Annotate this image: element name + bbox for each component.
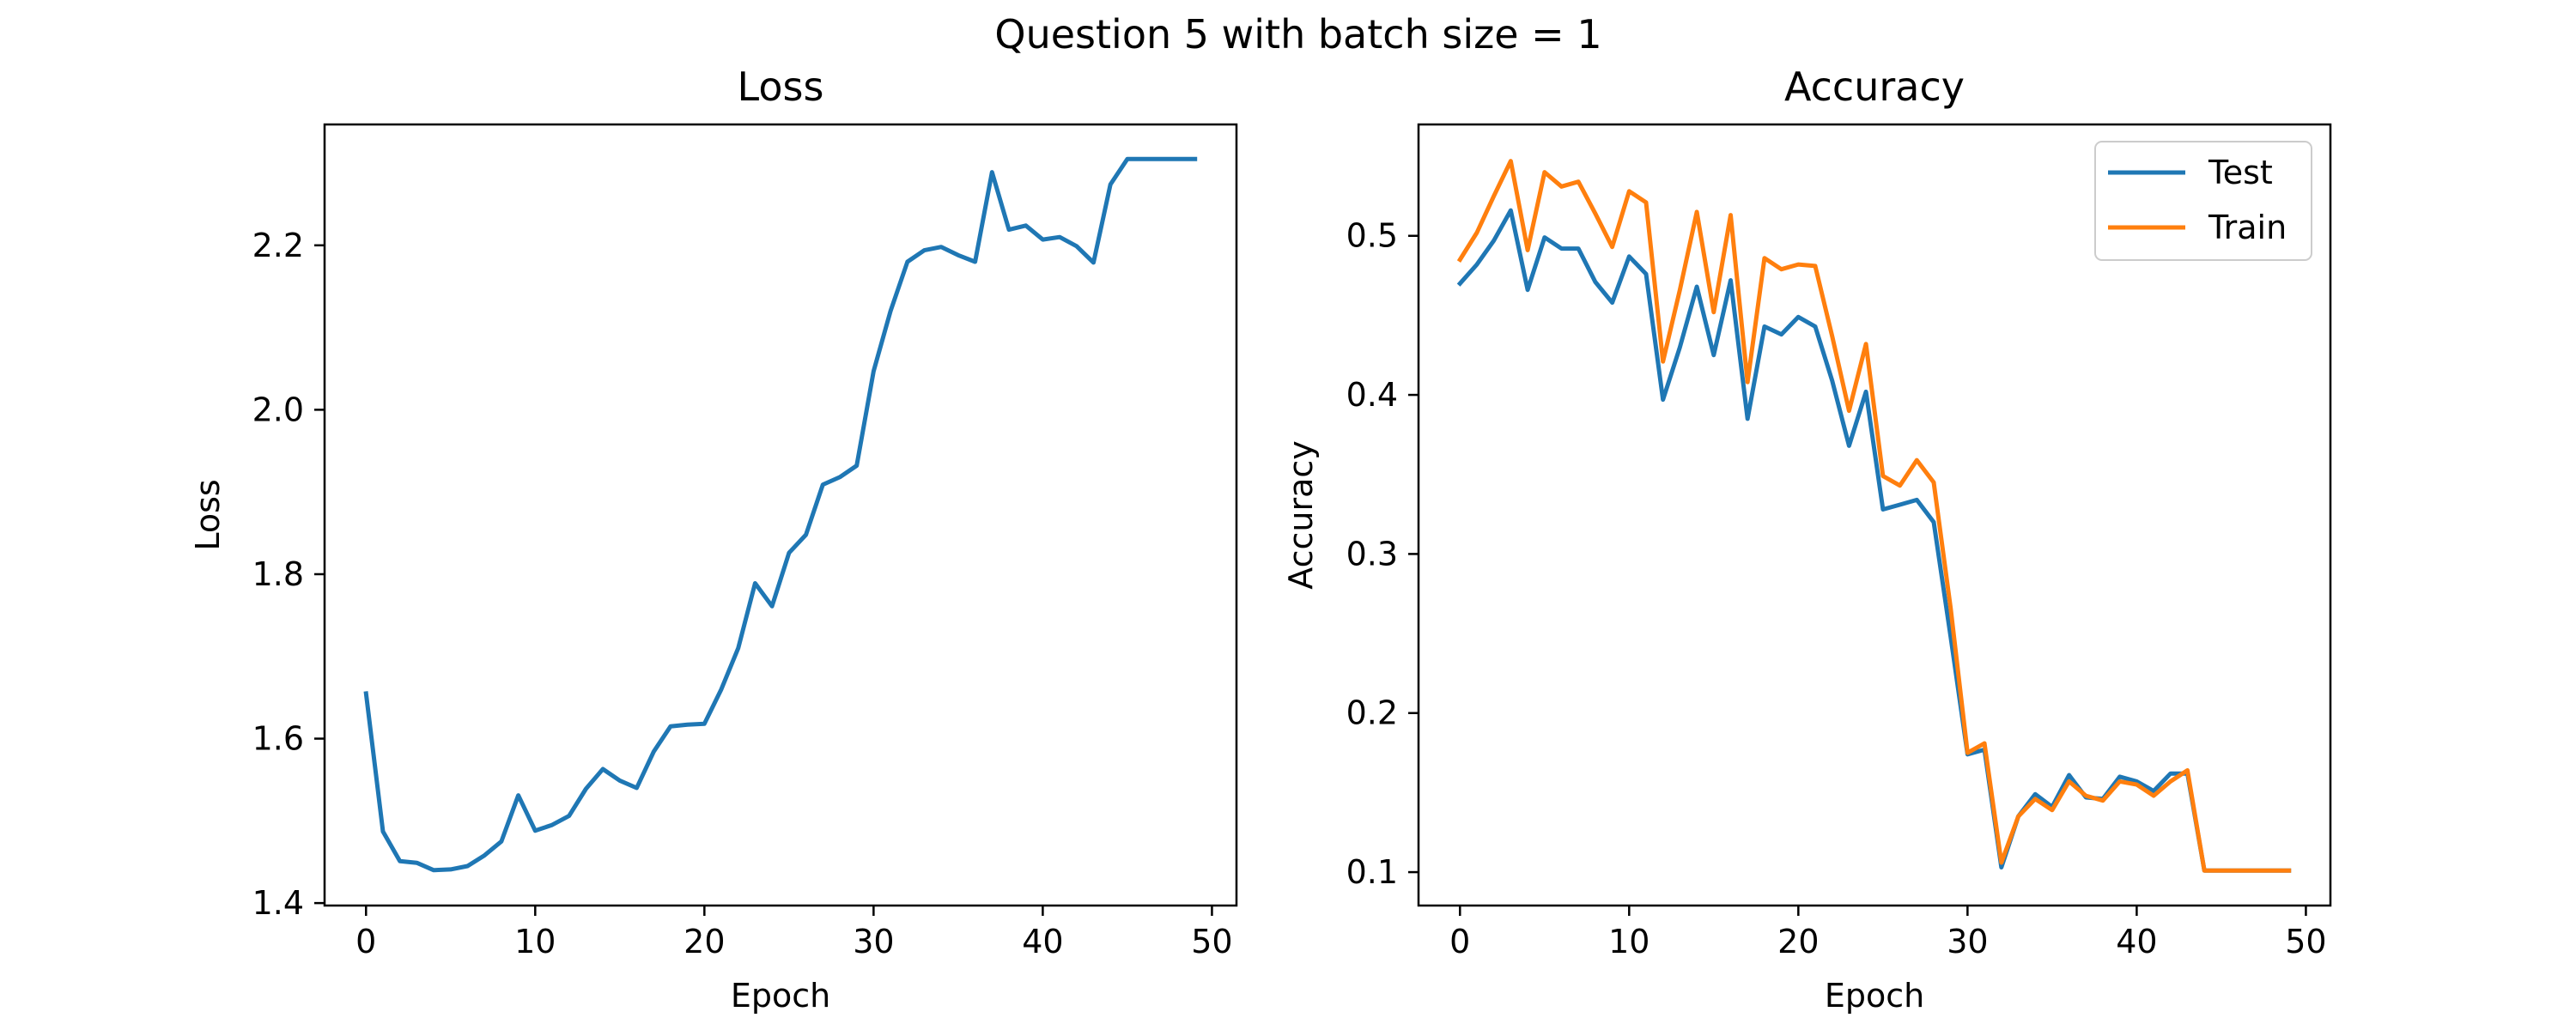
accuracy-x-axis-label: Epoch xyxy=(1825,977,1924,1015)
loss-chart-title: Loss xyxy=(738,64,824,110)
accuracy-chart-title: Accuracy xyxy=(1784,64,1965,110)
accuracy-y-ticks: 0.1 0.2 0.3 0.4 0.5 xyxy=(1346,217,1419,891)
loss-plot-frame xyxy=(323,123,1238,907)
loss-x-tick-label: 30 xyxy=(853,923,894,960)
accuracy-y-tick-label: 0.1 xyxy=(1346,853,1398,891)
loss-x-tick-label: 50 xyxy=(1191,923,1232,960)
loss-x-ticks: 0 10 20 30 40 50 xyxy=(355,906,1233,960)
accuracy-x-tick-label: 10 xyxy=(1608,923,1649,960)
legend-label-test: Test xyxy=(2208,154,2273,191)
loss-y-axis-label: Loss xyxy=(189,479,227,550)
accuracy-y-tick-label: 0.2 xyxy=(1346,694,1398,732)
accuracy-chart: Accuracy Epoch Accuracy 0 10 20 30 40 50 0.10… xyxy=(1282,64,2332,1015)
accuracy-y-tick-label: 0.4 xyxy=(1346,376,1398,414)
accuracy-x-ticks: 0 10 20 30 40 50 xyxy=(1449,906,2327,960)
accuracy-line-train xyxy=(1456,159,2292,873)
loss-x-tick-label: 0 xyxy=(355,923,376,960)
accuracy-x-tick-label: 30 xyxy=(1947,923,1988,960)
loss-x-tick-label: 20 xyxy=(683,923,725,960)
loss-x-tick-label: 40 xyxy=(1022,923,1063,960)
loss-y-tick-label: 2.2 xyxy=(252,227,304,264)
legend-label-train: Train xyxy=(2208,209,2287,246)
figure-suptitle: Question 5 with batch size = 1 xyxy=(994,11,1601,58)
loss-x-tick-label: 10 xyxy=(514,923,556,960)
accuracy-x-tick-label: 50 xyxy=(2285,923,2326,960)
loss-y-tick-label: 1.4 xyxy=(252,884,304,922)
loss-line xyxy=(363,156,1198,873)
accuracy-line-test xyxy=(1456,208,2292,873)
accuracy-x-tick-label: 40 xyxy=(2116,923,2157,960)
accuracy-y-tick-label: 0.5 xyxy=(1346,217,1398,255)
accuracy-legend: Test Train xyxy=(2094,141,2312,261)
loss-y-tick-label: 1.6 xyxy=(252,720,304,758)
loss-y-tick-label: 1.8 xyxy=(252,555,304,593)
accuracy-y-tick-label: 0.3 xyxy=(1346,535,1398,573)
accuracy-series xyxy=(1456,159,2292,873)
loss-x-axis-label: Epoch xyxy=(731,977,830,1015)
accuracy-y-axis-label: Accuracy xyxy=(1282,440,1320,590)
loss-series xyxy=(363,156,1198,873)
accuracy-x-tick-label: 0 xyxy=(1449,923,1470,960)
accuracy-plot-frame xyxy=(1417,123,2332,907)
loss-chart: Loss Epoch Loss 0 10 20 30 40 50 1.4 1.6 1.8 2.0… xyxy=(189,64,1238,1015)
accuracy-x-tick-label: 20 xyxy=(1777,923,1819,960)
loss-y-ticks: 1.4 1.6 1.8 2.0 2.2 xyxy=(252,227,325,922)
loss-y-tick-label: 2.0 xyxy=(252,391,304,428)
